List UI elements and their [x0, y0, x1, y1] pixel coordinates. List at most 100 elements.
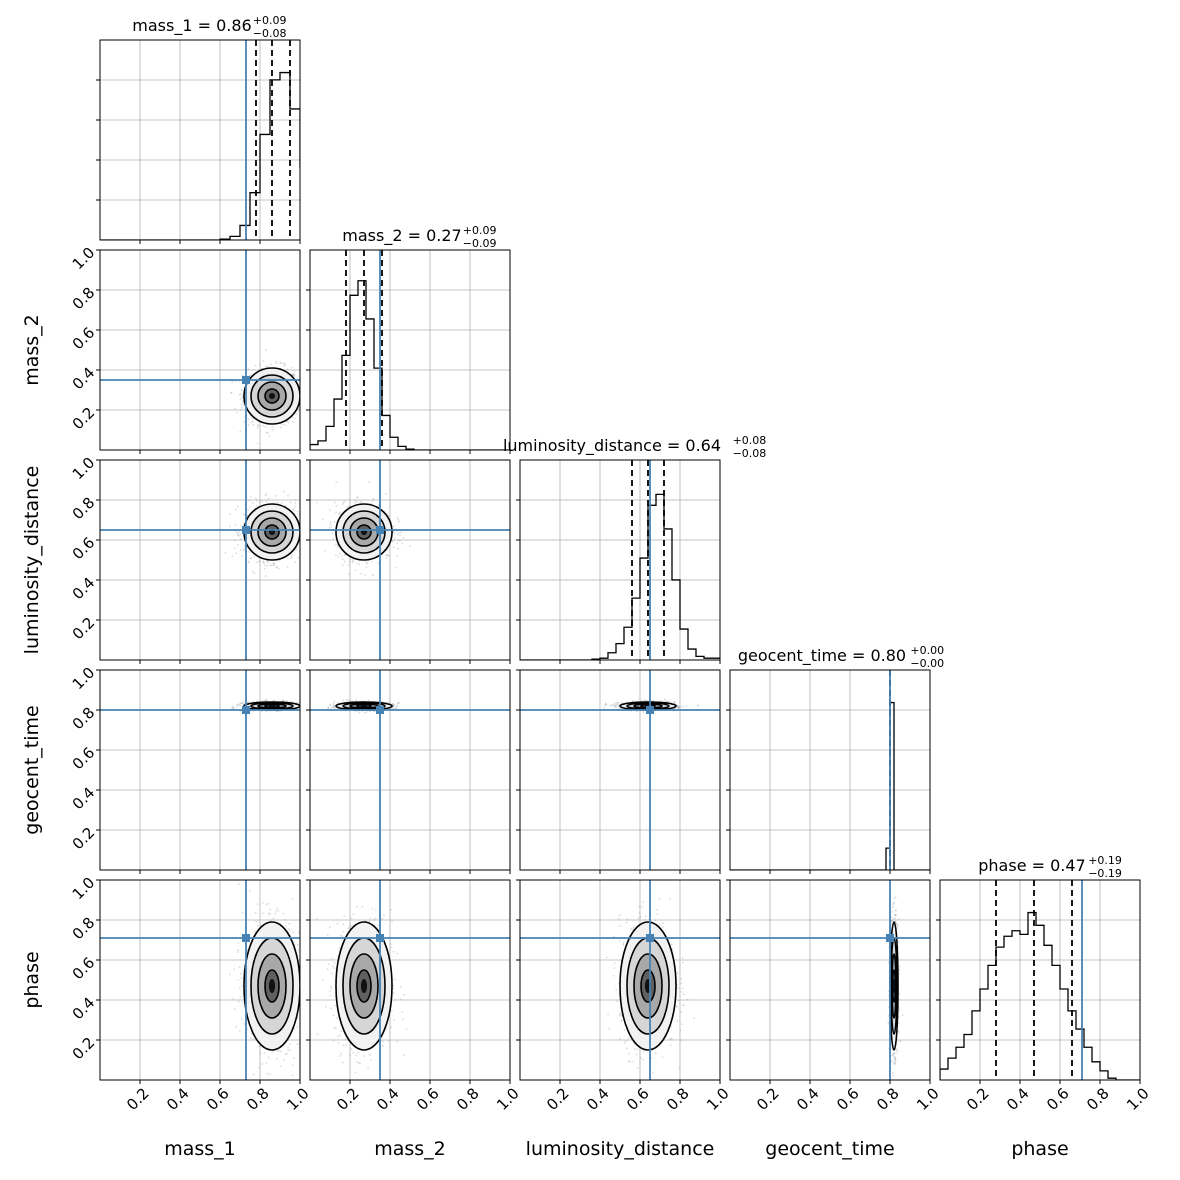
- scatter-point: [249, 557, 252, 560]
- scatter-point: [250, 557, 253, 559]
- scatter-point: [293, 498, 296, 501]
- scatter-point: [348, 505, 351, 508]
- scatter-point: [360, 500, 363, 503]
- scatter-point: [224, 552, 227, 554]
- scatter-point: [340, 555, 343, 557]
- scatter-point: [332, 537, 335, 540]
- scatter-point: [300, 532, 302, 534]
- scatter-point: [279, 426, 282, 429]
- scatter-point: [392, 540, 394, 542]
- panel-title: mass_1 = 0.86: [132, 16, 251, 36]
- scatter-point: [346, 506, 349, 508]
- y-tick-label: 0.4: [69, 364, 99, 394]
- scatter-point: [258, 560, 261, 562]
- scatter-point: [239, 430, 242, 433]
- scatter-point: [265, 500, 268, 503]
- scatter-point: [259, 363, 261, 366]
- scatter-point: [290, 555, 293, 558]
- scatter-point: [265, 431, 268, 434]
- scatter-point: [239, 710, 242, 713]
- scatter-point: [241, 555, 243, 558]
- scatter-point: [294, 505, 297, 508]
- scatter-point: [251, 417, 254, 420]
- scatter-point: [304, 702, 306, 704]
- scatter-point: [368, 480, 371, 483]
- scatter-point: [267, 365, 270, 368]
- scatter-point: [297, 408, 300, 410]
- scatter-point: [347, 564, 350, 567]
- scatter-panel-mass_2-luminosity_distance: [306, 459, 511, 664]
- scatter-point: [358, 563, 361, 566]
- scatter-point: [235, 552, 238, 555]
- scatter-point: [251, 570, 254, 573]
- scatter-point: [347, 699, 350, 702]
- scatter-point: [329, 704, 332, 707]
- scatter-point: [229, 525, 231, 528]
- density-contour: [243, 367, 300, 425]
- scatter-point: [239, 393, 242, 396]
- scatter-point: [293, 369, 296, 372]
- scatter-point: [239, 704, 242, 707]
- scatter-point: [313, 704, 315, 706]
- scatter-point: [261, 500, 264, 503]
- scatter-point: [315, 384, 317, 386]
- scatter-point: [334, 543, 337, 546]
- scatter-point: [290, 366, 293, 369]
- scatter-point: [248, 506, 251, 508]
- scatter-point: [301, 403, 303, 405]
- scatter-point: [353, 501, 356, 504]
- scatter-point: [304, 390, 306, 392]
- scatter-point: [370, 560, 373, 563]
- scatter-point: [286, 420, 288, 423]
- scatter-point: [696, 704, 699, 707]
- scatter-point: [335, 511, 337, 514]
- scatter-point: [292, 508, 295, 511]
- y-tick-label: 0.6: [69, 534, 99, 564]
- scatter-point: [289, 501, 292, 504]
- scatter-point: [328, 526, 331, 529]
- scatter-point: [236, 411, 239, 414]
- scatter-point: [396, 704, 399, 707]
- scatter-panel-luminosity_distance-geocent_time: [516, 669, 721, 874]
- scatter-point: [282, 365, 285, 367]
- scatter-point: [613, 704, 616, 707]
- y-tick-label: 0.2: [69, 614, 99, 644]
- scatter-point: [330, 706, 333, 709]
- scatter-point: [332, 704, 335, 707]
- scatter-point: [303, 706, 305, 708]
- scatter-point: [303, 534, 305, 536]
- scatter-point: [386, 554, 389, 556]
- scatter-point: [265, 698, 268, 701]
- scatter-point: [387, 554, 389, 557]
- histogram-panel-mass_1: mass_1 = 0.86 +0.09−0.08: [96, 14, 301, 244]
- scatter-point: [276, 565, 279, 568]
- y-tick-label: 0.6: [69, 744, 99, 774]
- scatter-point: [248, 560, 250, 563]
- panel-frame: [99, 39, 301, 241]
- scatter-point: [294, 375, 296, 377]
- scatter-point: [248, 499, 251, 502]
- scatter-point: [232, 707, 235, 710]
- scatter-point: [343, 500, 346, 503]
- scatter-point: [264, 365, 267, 368]
- scatter-point: [392, 532, 395, 534]
- scatter-point: [335, 504, 338, 507]
- scatter-point: [342, 699, 345, 702]
- scatter-point: [303, 537, 305, 539]
- scatter-point: [335, 554, 337, 556]
- scatter-point: [301, 544, 303, 546]
- scatter-point: [348, 561, 351, 564]
- scatter-point: [267, 561, 270, 564]
- scatter-point: [247, 561, 250, 564]
- scatter-point: [255, 504, 258, 507]
- scatter-point: [393, 537, 396, 540]
- scatter-point: [240, 403, 243, 406]
- scatter-point: [304, 701, 306, 703]
- scatter-point: [257, 424, 260, 427]
- scatter-point: [355, 699, 357, 702]
- scatter-point: [266, 564, 268, 567]
- scatter-point: [302, 519, 304, 521]
- panel-frame: [309, 669, 511, 871]
- scatter-point: [333, 707, 336, 710]
- scatter-point: [240, 408, 242, 411]
